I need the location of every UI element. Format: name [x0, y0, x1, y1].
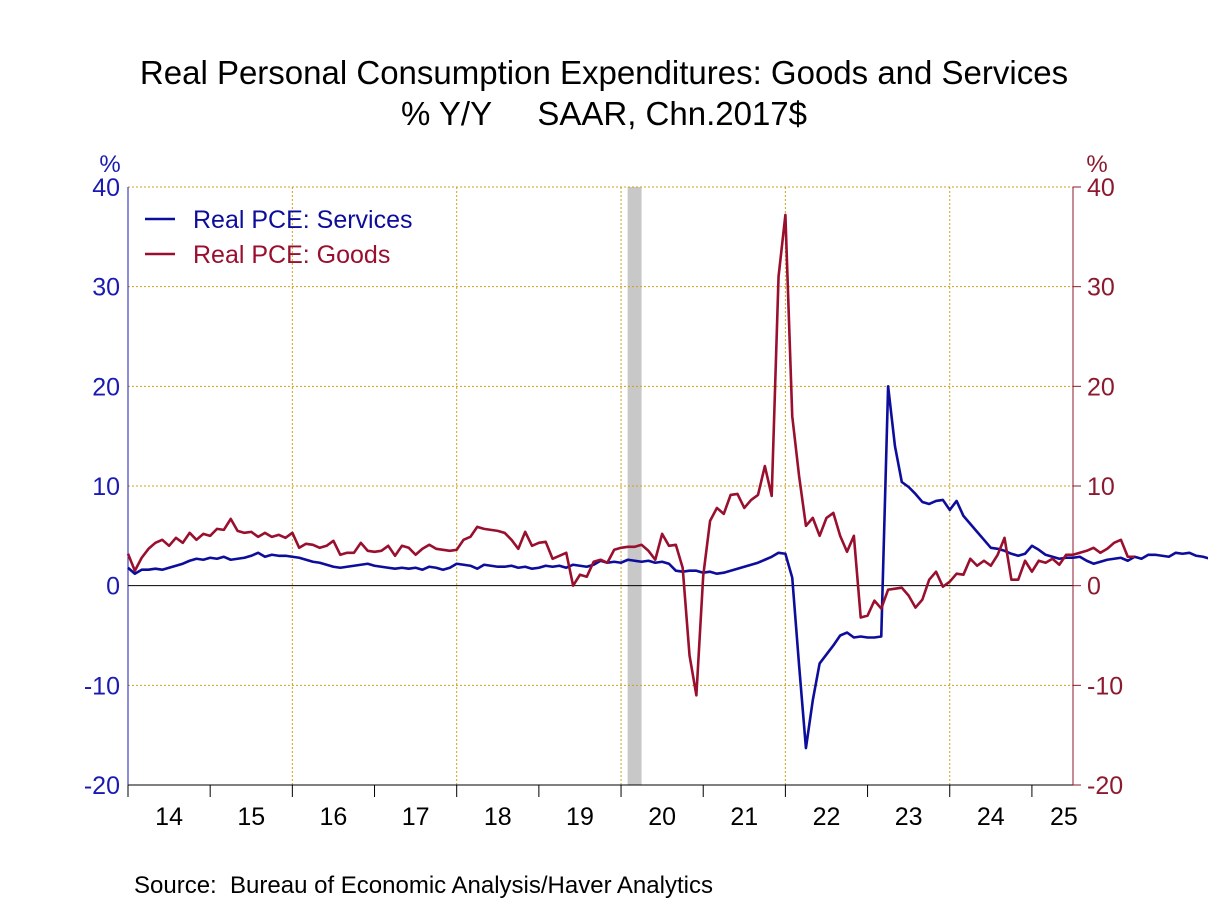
- x-tick-label: 20: [648, 803, 676, 831]
- right-y-tick-label: 20: [1087, 373, 1115, 401]
- right-y-tick-label: 10: [1087, 473, 1115, 501]
- x-tick-label: 22: [813, 803, 841, 831]
- source-note: Source: Bureau of Economic Analysis/Have…: [134, 872, 713, 899]
- left-y-tick-label: 40: [92, 174, 120, 202]
- legend-label-goods: Real PCE: Goods: [193, 241, 390, 269]
- chart-subtitle: % Y/Y SAAR, Chn.2017$: [400, 95, 808, 132]
- x-tick-label: 14: [155, 803, 183, 831]
- left-y-tick-label: -20: [84, 772, 120, 800]
- right-y-tick-label: -20: [1087, 772, 1123, 800]
- left-y-tick-label: 0: [106, 573, 120, 601]
- services-line: [127, 385, 1208, 750]
- left-y-tick-label: 30: [92, 274, 120, 302]
- x-tick-label: 18: [484, 803, 512, 831]
- x-tick-label: 16: [320, 803, 348, 831]
- right-y-tick-label: 40: [1087, 174, 1115, 202]
- left-y-tick-label: 20: [92, 373, 120, 401]
- x-tick-label: 24: [977, 803, 1005, 831]
- left-y-tick-label: 10: [92, 473, 120, 501]
- chart-title: Real Personal Consumption Expenditures: …: [139, 54, 1069, 91]
- legend-label-services: Real PCE: Services: [193, 206, 413, 234]
- left-y-tick-label: -10: [84, 672, 120, 700]
- left-axis-unit: %: [99, 151, 120, 178]
- right-y-tick-label: 30: [1087, 274, 1115, 302]
- x-tick-label: 23: [895, 803, 923, 831]
- right-axis-unit: %: [1086, 151, 1107, 178]
- right-y-tick-label: -10: [1087, 672, 1123, 700]
- right-y-tick-label: 0: [1087, 573, 1101, 601]
- x-tick-label: 15: [237, 803, 265, 831]
- recession-shade: [627, 187, 642, 785]
- x-tick-label: 19: [566, 803, 594, 831]
- x-tick-label: 21: [730, 803, 758, 831]
- x-tick-label: 25: [1050, 803, 1078, 831]
- x-tick-label: 17: [402, 803, 430, 831]
- goods-line: [126, 213, 1135, 697]
